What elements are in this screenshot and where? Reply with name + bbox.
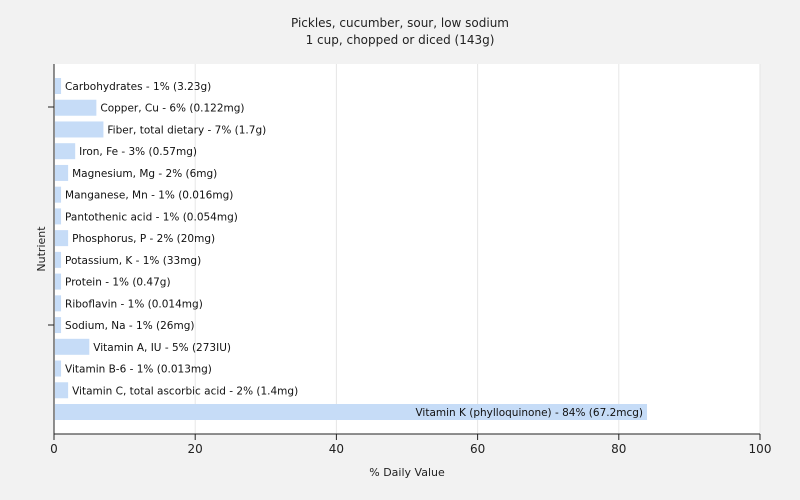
bar-label: Vitamin A, IU - 5% (273IU) <box>93 342 231 354</box>
plot-background <box>54 64 760 434</box>
x-tick-label: 60 <box>470 442 485 456</box>
bar <box>55 360 62 377</box>
x-tick-label: 100 <box>749 442 772 456</box>
bar <box>55 121 104 138</box>
bar <box>55 251 62 268</box>
bar-label: Sodium, Na - 1% (26mg) <box>65 320 194 332</box>
axes <box>48 64 760 435</box>
chart-subtitle: 1 cup, chopped or diced (143g) <box>306 33 495 47</box>
bar <box>55 164 69 181</box>
bar-label: Vitamin K (phylloquinone) - 84% (67.2mcg… <box>415 407 643 419</box>
bar <box>55 273 62 290</box>
bar-label: Vitamin C, total ascorbic acid - 2% (1.4… <box>72 385 298 397</box>
bar-label: Carbohydrates - 1% (3.23g) <box>65 81 211 93</box>
bar <box>55 382 69 399</box>
bar <box>55 143 76 160</box>
bar <box>55 317 62 334</box>
bar-label: Copper, Cu - 6% (0.122mg) <box>100 103 244 115</box>
bar-label: Riboflavin - 1% (0.014mg) <box>65 298 203 310</box>
bar-label: Manganese, Mn - 1% (0.016mg) <box>65 190 233 202</box>
bar <box>55 208 62 225</box>
bar-label: Pantothenic acid - 1% (0.054mg) <box>65 211 238 223</box>
x-ticks: 0 20 40 60 80 100 <box>50 434 771 456</box>
x-tick-label: 40 <box>329 442 344 456</box>
bar <box>55 99 97 116</box>
bar <box>55 338 90 355</box>
bar <box>55 230 69 247</box>
grid-lines <box>194 64 761 434</box>
bar <box>55 404 648 420</box>
chart-title: Pickles, cucumber, sour, low sodium <box>291 16 509 30</box>
bar <box>55 295 62 312</box>
bar-label: Iron, Fe - 3% (0.57mg) <box>79 146 197 158</box>
x-tick-label: 0 <box>50 442 58 456</box>
bar-label: Fiber, total dietary - 7% (1.7g) <box>107 124 266 136</box>
bar <box>55 78 62 94</box>
bar <box>55 186 62 203</box>
x-axis-title: % Daily Value <box>369 466 445 479</box>
y-axis-title: Nutrient <box>35 226 48 272</box>
bar-labels: Carbohydrates - 1% (3.23g) Copper, Cu - 6… <box>65 81 643 419</box>
bar-label: Magnesium, Mg - 2% (6mg) <box>72 168 217 180</box>
x-tick-label: 20 <box>188 442 203 456</box>
bar-label: Phosphorus, P - 2% (20mg) <box>72 233 215 245</box>
bar-label: Potassium, K - 1% (33mg) <box>65 255 201 267</box>
x-tick-label: 80 <box>611 442 626 456</box>
bar-label: Vitamin B-6 - 1% (0.013mg) <box>65 364 212 376</box>
bars <box>55 78 648 420</box>
bar-label: Protein - 1% (0.47g) <box>65 277 171 289</box>
